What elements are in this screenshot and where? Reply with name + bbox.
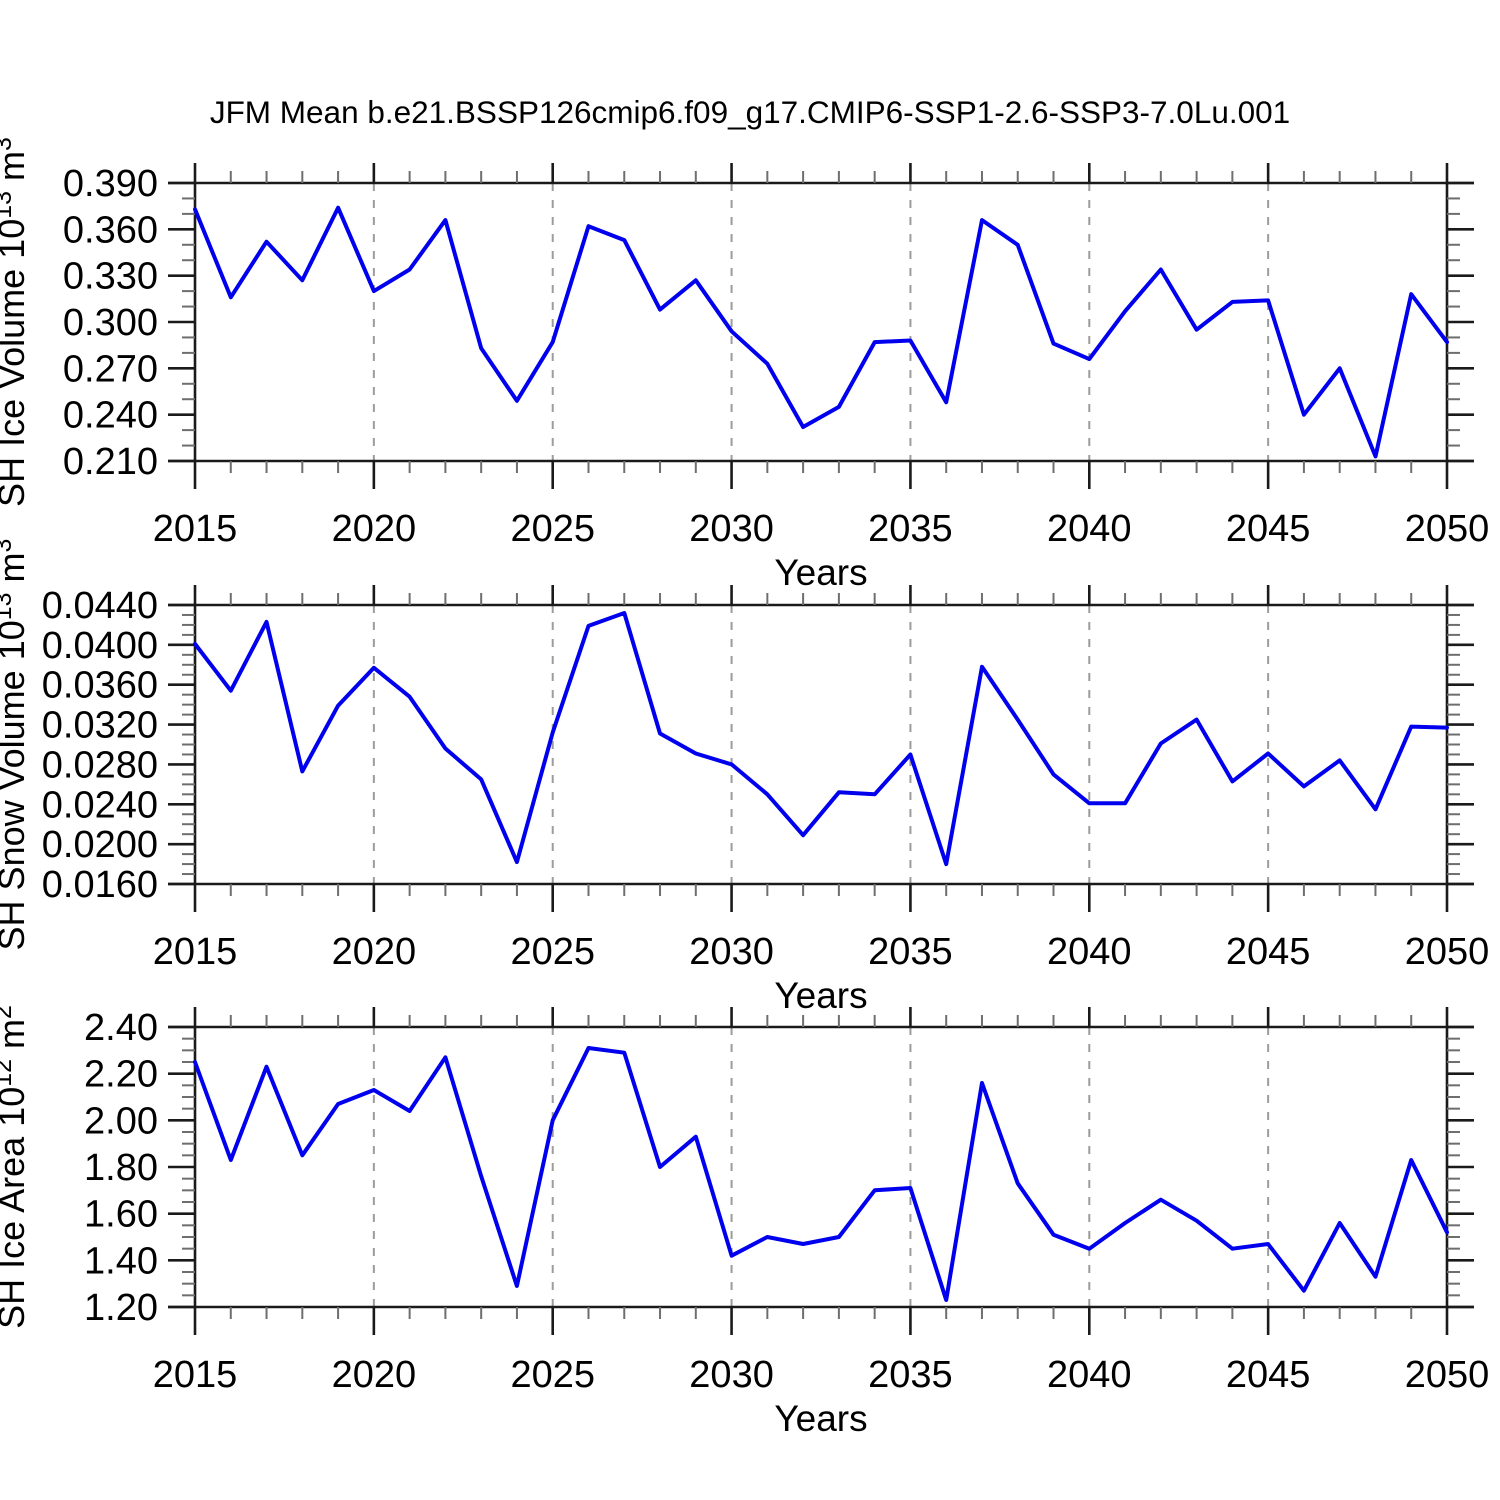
sh-ice-volume-line <box>193 205 1449 459</box>
sh-snow-volume-xaxis-title: Years <box>774 975 867 1016</box>
y-tick-label: 0.390 <box>63 163 158 205</box>
y-tick-label: 0.300 <box>63 302 158 344</box>
x-tick-label: 2040 <box>1047 508 1132 550</box>
y-tick-label: 1.20 <box>84 1287 158 1329</box>
sh-ice-area-yaxis-title: SH Ice Area 1012 m2 <box>0 1005 32 1329</box>
x-tick-label: 2020 <box>332 508 417 550</box>
sh-snow-volume-yaxis-title: SH Snow Volume 1013 m3 <box>0 539 32 951</box>
y-tick-label: 0.0440 <box>42 585 158 627</box>
x-tick-label: 2020 <box>332 931 417 973</box>
x-tick-label: 2015 <box>153 508 238 550</box>
x-tick-label: 2020 <box>332 1354 417 1396</box>
sh-ice-area-line <box>193 1046 1449 1302</box>
x-tick-label: 2030 <box>689 1354 774 1396</box>
sh-ice-volume-xaxis-title: Years <box>774 552 867 593</box>
y-tick-label: 2.00 <box>84 1100 158 1142</box>
x-tick-label: 2025 <box>510 931 595 973</box>
sh-ice-area-axes: 2.40 2.202.00 1.80 1.601.40 1.20 2015 2020 2025… <box>84 1007 1489 1396</box>
x-tick-label: 2025 <box>510 508 595 550</box>
x-tick-label: 2045 <box>1226 1354 1311 1396</box>
x-tick-label: 2035 <box>868 1354 953 1396</box>
x-tick-label: 2025 <box>510 1354 595 1396</box>
x-tick-label: 2045 <box>1226 508 1311 550</box>
y-tick-label: 0.330 <box>63 256 158 298</box>
x-tick-label: 2015 <box>153 1354 238 1396</box>
y-tick-label: 0.0360 <box>42 665 158 707</box>
x-tick-label: 2045 <box>1226 931 1311 973</box>
y-tick-label: 2.40 <box>84 1007 158 1049</box>
sh-ice-volume-gridlines <box>372 183 1270 461</box>
x-tick-label: 2030 <box>689 931 774 973</box>
sh-ice-area-gridlines <box>372 1027 1270 1307</box>
y-tick-label: 2.20 <box>84 1054 158 1096</box>
y-tick-label: 0.0160 <box>42 864 158 906</box>
sh-snow-volume-axes: 0.04400.04000.03600.03200.02800.02400.02… <box>42 585 1490 973</box>
y-tick-label: 0.0240 <box>42 784 158 826</box>
x-tick-label: 2040 <box>1047 1354 1132 1396</box>
x-tick-label: 2030 <box>689 508 774 550</box>
sh-snow-volume-line <box>193 611 1449 867</box>
y-tick-label: 1.40 <box>84 1240 158 1282</box>
y-tick-label: 0.240 <box>63 395 158 437</box>
y-tick-label: 0.270 <box>63 348 158 390</box>
y-tick-label: 0.360 <box>63 209 158 251</box>
y-tick-label: 0.210 <box>63 441 158 483</box>
figure-title: JFM Mean b.e21.BSSP126cmip6.f09_g17.CMIP… <box>209 94 1291 130</box>
x-tick-label: 2015 <box>153 931 238 973</box>
x-tick-label: 2035 <box>868 508 953 550</box>
x-tick-label: 2035 <box>868 931 953 973</box>
x-tick-label: 2050 <box>1405 931 1490 973</box>
sh-snow-volume-plot: 0.04400.04000.03600.03200.02800.02400.02… <box>0 539 1489 1016</box>
y-tick-label: 0.0320 <box>42 705 158 747</box>
y-tick-label: 0.0400 <box>42 625 158 667</box>
y-tick-label: 0.0200 <box>42 824 158 866</box>
x-tick-label: 2040 <box>1047 931 1132 973</box>
x-tick-label: 2050 <box>1405 1354 1490 1396</box>
y-tick-label: 1.60 <box>84 1194 158 1236</box>
sh-ice-volume-yaxis-title: SH Ice Volume 1013 m3 <box>0 137 32 507</box>
x-tick-label: 2050 <box>1405 508 1490 550</box>
y-tick-label: 0.0280 <box>42 744 158 786</box>
sh-snow-volume-gridlines <box>372 605 1270 884</box>
sh-ice-area-xaxis-title: Years <box>774 1398 867 1439</box>
sh-ice-area-plot: 2.40 2.202.00 1.80 1.601.40 1.20 2015 2020 2025… <box>0 1005 1489 1439</box>
y-tick-label: 1.80 <box>84 1147 158 1189</box>
